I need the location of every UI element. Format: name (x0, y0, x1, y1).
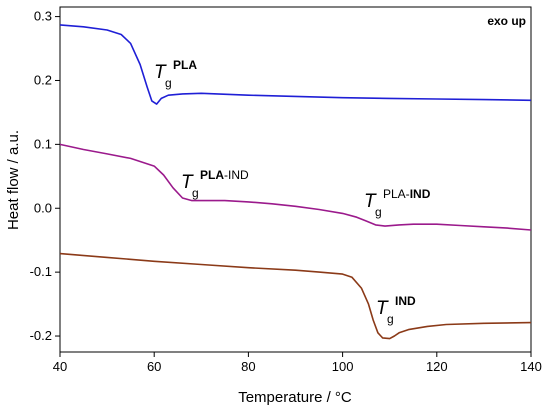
x-tick-label: 120 (426, 359, 448, 374)
x-tick-label: 140 (520, 359, 542, 374)
tg-subscript: g (192, 186, 199, 200)
y-tick-label: 0.1 (34, 136, 52, 151)
y-tick-label: 0.0 (34, 200, 52, 215)
series-layer (59, 24, 532, 340)
tg-superscript-part: PLA (200, 168, 224, 182)
x-tick-label: 40 (53, 359, 67, 374)
y-axis-ticks: -0.2 -0.1 0.0 0.1 0.2 0.3 (30, 9, 60, 343)
tg-superscript-part: IND (410, 187, 431, 201)
tg-subscript: g (165, 76, 172, 90)
y-tick-label: 0.2 (34, 72, 52, 87)
tg-superscript-part: IND (395, 294, 416, 308)
series-line-3 (59, 252, 532, 340)
tg-subscript: g (387, 312, 394, 326)
series-line-1 (59, 24, 532, 105)
x-tick-label: 60 (147, 359, 161, 374)
tg-superscript-part: PLA (173, 58, 197, 72)
tg-superscript: PLA (173, 58, 197, 72)
x-axis-label: Temperature / °C (238, 389, 352, 406)
tg-symbol: T (364, 191, 377, 212)
tg-symbol: T (376, 298, 389, 319)
tg-symbol: T (154, 62, 167, 83)
y-tick-label: -0.2 (30, 328, 52, 343)
x-tick-label: 80 (241, 359, 255, 374)
tg-superscript-part: PLA- (383, 187, 410, 201)
tg-superscript: PLA-IND (200, 168, 249, 182)
tg-superscript: IND (395, 294, 416, 308)
plot-frame (59, 6, 532, 353)
x-tick-label: 100 (332, 359, 354, 374)
y-tick-label: 0.3 (34, 9, 52, 24)
y-axis-label: Heat flow / a.u. (5, 130, 22, 230)
tg-symbol: T (181, 172, 194, 193)
series-line-2 (59, 143, 532, 231)
tg-superscript-part: -IND (224, 168, 249, 182)
y-tick-label: -0.1 (30, 264, 52, 279)
x-axis-ticks: 40 60 80 100 120 140 (53, 352, 542, 374)
exo-up-note: exo up (487, 14, 526, 28)
tg-superscript: PLA-IND (383, 187, 431, 201)
tg-subscript: g (375, 205, 382, 219)
